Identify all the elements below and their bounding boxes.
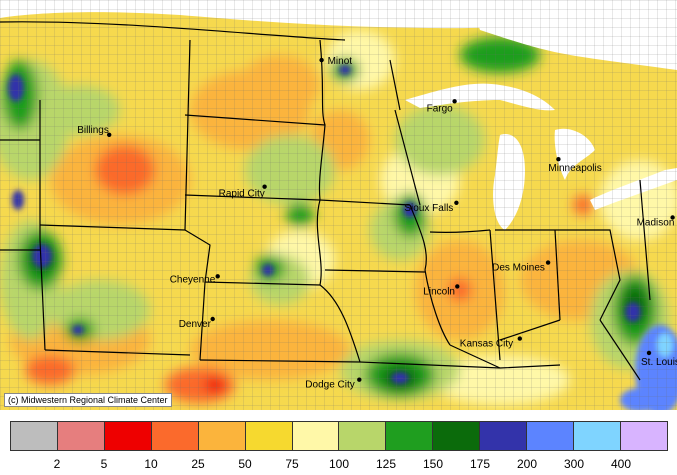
legend-label: 125 [375,457,397,471]
legend-label: 25 [191,457,205,471]
legend-label: 50 [238,457,252,471]
city-marker [646,350,652,356]
city-marker [357,377,362,382]
legend-label: 5 [100,457,108,471]
city-marker [319,57,324,63]
county-lines [0,0,677,410]
legend-label: 200 [516,457,538,471]
legend-swatch [433,422,481,450]
legend-label: 175 [469,457,491,471]
legend-swatch [480,422,528,450]
legend-swatch [198,422,246,450]
legend-swatch [11,422,58,450]
legend-label: 100 [328,457,350,471]
legend-swatch [574,422,621,450]
legend-swatch [339,422,387,450]
legend-label: 10 [144,457,158,471]
city-marker [670,215,675,220]
city-label: Denver [179,319,212,330]
legend-swatch [386,422,434,450]
legend-swatch [104,422,152,450]
state-borders [0,21,651,381]
precipitation-map: Minot Fargo Billings Minneapolis Rapid City S… [0,0,677,410]
city-marker [454,200,459,205]
legend-bar [10,421,668,451]
credit-label: (c) Midwestern Regional Climate Center [4,393,172,407]
city-label: Lincoln [423,286,455,297]
city-marker [215,274,220,279]
city-label: Cheyenne [170,274,216,285]
city-label: Sioux Falls [404,203,453,214]
legend-swatch [527,422,575,450]
city-marker [517,336,522,341]
city-label: Fargo [427,103,454,114]
legend-labels: 2 5 10 25 50 75 100 125 150 175 200 300 400 [10,457,668,473]
city-label: St. Louis [641,357,677,368]
legend-label: 150 [422,457,444,471]
legend-swatch [57,422,105,450]
legend-swatch [620,422,667,450]
legend-swatch [245,422,293,450]
city-label: Dodge City [305,380,354,391]
city-layer: Minot Fargo Billings Minneapolis Rapid City S… [77,56,677,391]
city-label: Des Moines [492,263,545,274]
city-label: Minot [328,56,353,67]
city-marker [452,99,457,104]
city-label: Minneapolis [548,163,601,174]
city-label: Kansas City [460,339,513,350]
city-marker [210,316,215,322]
legend-label: 2 [53,457,61,471]
legend-swatch [292,422,340,450]
city-label: Billings [77,125,109,136]
city-label: Madison [637,218,675,229]
city-marker [545,260,551,265]
city-label: Rapid City [219,189,265,200]
city-marker [262,184,267,189]
city-marker [556,157,561,162]
map-canvas: Minot Fargo Billings Minneapolis Rapid City S… [0,0,677,410]
legend-label: 400 [610,457,632,471]
legend-swatch [151,422,199,450]
legend-label: 300 [563,457,585,471]
city-marker [455,284,460,289]
city-marker [107,132,112,137]
legend-label: 75 [285,457,299,471]
